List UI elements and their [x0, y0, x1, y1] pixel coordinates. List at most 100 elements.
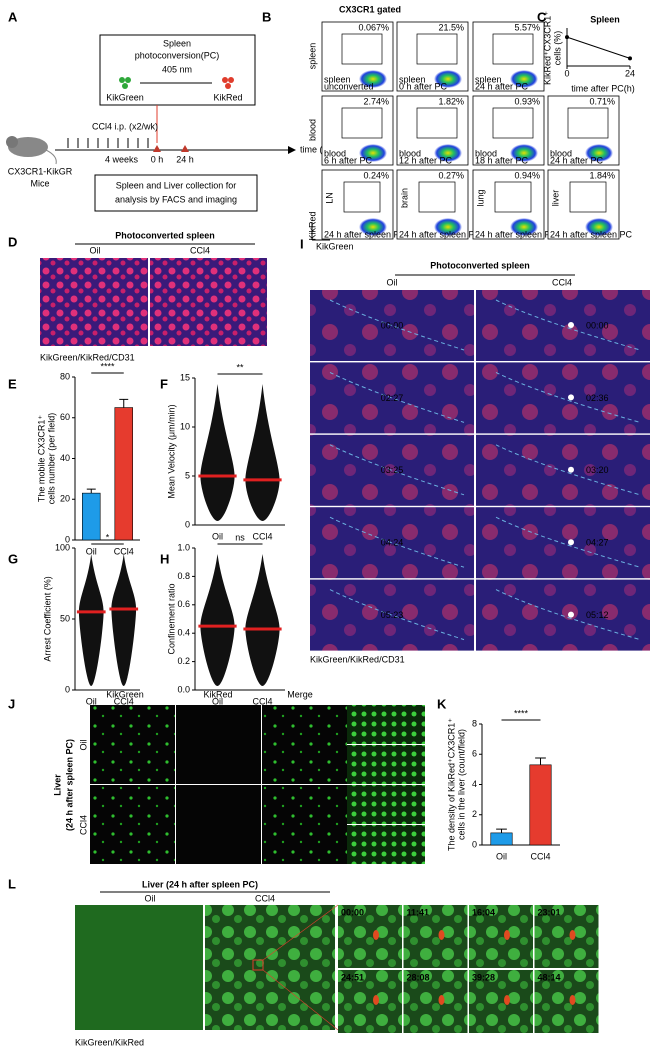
- image: [403, 905, 468, 968]
- y-tick-label: 2: [472, 809, 477, 819]
- label: blood: [550, 148, 572, 158]
- panel-label: J: [8, 696, 15, 711]
- panel-label: G: [8, 551, 18, 566]
- y-tick-label: 10: [180, 421, 190, 431]
- legend-text: /: [109, 352, 112, 362]
- label: 24 h after spleen PC: [399, 229, 482, 239]
- label: KikGreen: [106, 92, 144, 102]
- legend-text: /: [348, 654, 351, 664]
- zoom-box: [252, 959, 264, 971]
- label: 0.24%: [363, 170, 389, 180]
- label: Spleen: [163, 38, 191, 48]
- y-tick-label: 100: [55, 542, 70, 552]
- flow-density: [434, 218, 462, 236]
- label: 4 weeks: [105, 154, 139, 164]
- timestamp: 00:00: [381, 320, 404, 330]
- line: [566, 36, 631, 59]
- flow-density: [510, 70, 538, 88]
- timestamp: 04:24: [381, 538, 404, 548]
- y-tick-label: 0: [65, 684, 70, 694]
- flow-plot: [321, 95, 394, 166]
- gate: [567, 107, 609, 139]
- cell: [373, 930, 379, 940]
- label: 24 h: [176, 154, 194, 164]
- y-label: The mobile CX3CR1⁺: [36, 415, 46, 503]
- x-tick-label: CCl4: [252, 696, 272, 706]
- column-header: Merge: [287, 689, 313, 699]
- timestamp: 23:01: [538, 907, 561, 917]
- gate: [416, 107, 458, 139]
- flow-density: [510, 144, 538, 162]
- legend-text: /: [379, 654, 382, 664]
- swarm: [111, 554, 137, 686]
- gate: [416, 33, 458, 65]
- label: 12 h after PC: [399, 155, 453, 165]
- cell: [569, 995, 576, 1005]
- timestamp: 24:51: [341, 972, 364, 982]
- vessel: [495, 589, 641, 641]
- image: [205, 905, 335, 1030]
- cell: [568, 611, 574, 618]
- label: 0.93%: [514, 96, 540, 106]
- label: 1.84%: [589, 170, 615, 180]
- cell: [568, 322, 574, 328]
- label: 0 h after PC: [399, 81, 448, 91]
- vessel: [495, 444, 641, 496]
- gate: [341, 33, 383, 65]
- y-tick-label: 60: [60, 412, 70, 422]
- y-tick-label: 0.6: [177, 599, 190, 609]
- timestamp: 48:14: [538, 972, 561, 982]
- panel-label: H: [160, 551, 169, 566]
- image: [310, 290, 474, 361]
- cell: [569, 930, 576, 940]
- timestamp: 00:00: [341, 907, 364, 917]
- red-dot: [222, 77, 228, 83]
- y-label: cells in the liver (count/field): [456, 729, 466, 840]
- image: [40, 258, 148, 346]
- swarm: [245, 554, 280, 686]
- label: 24 h after spleen PC: [550, 229, 633, 239]
- label: KikGreen: [316, 241, 354, 251]
- bar: [529, 764, 552, 846]
- x-tick-label: CCl4: [252, 531, 272, 541]
- y-tick-label: 0: [65, 534, 70, 544]
- label: Oil: [90, 245, 101, 255]
- cell: [438, 930, 445, 940]
- image: [469, 905, 533, 968]
- x-tick-label: 0: [564, 68, 569, 78]
- label: 1.82%: [438, 96, 464, 106]
- significance: *: [106, 532, 110, 542]
- cell: [568, 466, 574, 473]
- x-tick-label: Oil: [86, 546, 97, 556]
- label: CCl4: [190, 245, 210, 255]
- panel-label: E: [8, 376, 17, 391]
- flow-density: [359, 70, 387, 88]
- x-tick-label: CCl4: [114, 546, 134, 556]
- vessel: [329, 516, 465, 568]
- swarm: [200, 384, 235, 521]
- swarm: [78, 554, 104, 686]
- label: 24 h after PC: [475, 81, 529, 91]
- gate: [492, 107, 534, 139]
- error-bar: [496, 828, 507, 833]
- label: Photoconverted spleen: [430, 260, 530, 270]
- timestamp: 28:08: [407, 972, 430, 982]
- legend-text: /: [78, 352, 81, 362]
- label: CX3CR1-KikGR: [8, 166, 73, 176]
- vessel: [495, 371, 641, 423]
- image: [90, 705, 175, 784]
- timestamp: 39:28: [472, 972, 495, 982]
- significance: **: [236, 362, 244, 372]
- row-label: Oil: [78, 740, 88, 751]
- y-tick-label: 0: [472, 839, 477, 849]
- image: [469, 970, 533, 1033]
- image: [310, 362, 474, 434]
- timestamp: 04:27: [586, 538, 609, 548]
- label: LN: [324, 192, 334, 204]
- legend-text: KikRed: [350, 654, 379, 664]
- cell: [504, 930, 510, 940]
- label: Photoconverted spleen: [115, 230, 215, 240]
- image: [534, 905, 599, 968]
- label: unconverted: [324, 81, 374, 91]
- image: [403, 970, 468, 1033]
